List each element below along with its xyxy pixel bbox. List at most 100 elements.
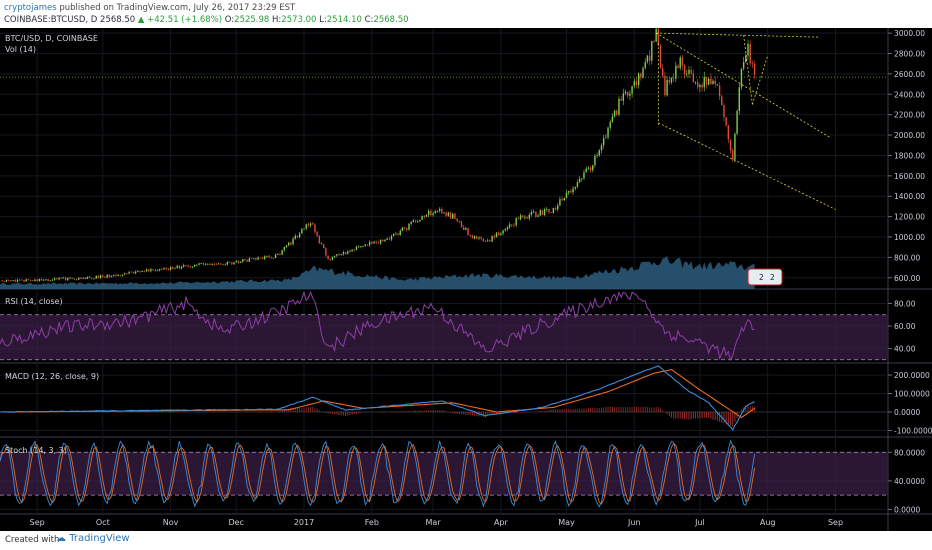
candle-body — [664, 75, 666, 96]
candle — [329, 258, 331, 261]
candle — [467, 227, 469, 236]
stoch-tick-label: 80.0000 — [894, 448, 925, 457]
candle-body — [84, 277, 87, 280]
candle — [666, 76, 668, 97]
candle-body — [56, 278, 58, 280]
candle — [681, 54, 684, 71]
alert-badge[interactable]: 2 2 — [747, 268, 783, 286]
open-value: 2525.98 — [234, 15, 270, 25]
candle-body — [158, 268, 161, 271]
candle-body — [727, 125, 730, 140]
candle-body — [277, 253, 279, 255]
candle-body — [176, 265, 178, 268]
tradingview-logo[interactable]: ☁ TradingView — [56, 533, 130, 544]
candle — [637, 72, 640, 89]
candle — [220, 263, 222, 266]
candle — [259, 257, 261, 259]
candle-body — [581, 178, 583, 180]
candle — [454, 212, 456, 220]
candle — [417, 220, 419, 223]
candle-body — [725, 117, 727, 126]
candle-body — [425, 215, 428, 217]
candle-body — [401, 227, 404, 231]
created-with-label: Created with — [5, 535, 60, 545]
candle-body — [336, 254, 338, 256]
time-tick-label: Sep — [828, 518, 843, 527]
candle-body — [196, 264, 198, 266]
candle — [75, 278, 78, 281]
candle — [672, 72, 675, 83]
candle — [699, 83, 701, 93]
candle — [357, 245, 360, 248]
candle-body — [143, 270, 146, 272]
tradingview-brand: TradingView — [69, 533, 130, 544]
candle-body — [397, 233, 399, 236]
candle — [436, 210, 439, 213]
candle-body — [154, 269, 156, 271]
candle — [384, 239, 386, 242]
price-tick-label: 600.00 — [894, 274, 920, 283]
candle — [747, 39, 749, 60]
candle-body — [467, 228, 469, 236]
candle-body — [226, 261, 229, 265]
candle — [301, 228, 303, 234]
candle-body — [567, 190, 570, 193]
candle-body — [491, 236, 493, 242]
rsi-pane-title: RSI (14, close) — [5, 297, 63, 306]
candle-body — [427, 210, 430, 216]
candle-body — [244, 259, 246, 261]
candle — [592, 164, 594, 173]
candle — [635, 77, 638, 89]
candle — [377, 241, 380, 244]
candle-body — [148, 269, 150, 272]
candle — [701, 82, 703, 92]
candle — [460, 220, 463, 228]
candle — [449, 211, 452, 219]
candle — [10, 279, 12, 282]
candle — [69, 276, 71, 279]
candle-body — [347, 251, 349, 254]
candle-body — [207, 264, 209, 265]
candle — [727, 125, 730, 143]
candle — [692, 69, 695, 83]
candle — [532, 209, 535, 214]
candle-body — [736, 110, 738, 134]
price-candles — [1, 28, 756, 283]
candle — [458, 220, 461, 224]
candle — [233, 262, 235, 265]
candle-body — [386, 238, 388, 240]
candle-body — [443, 212, 445, 214]
candle — [255, 257, 257, 261]
candle-body — [421, 215, 423, 220]
candle — [565, 190, 568, 199]
candle — [167, 267, 170, 271]
candle-body — [27, 279, 30, 281]
candle — [513, 222, 515, 228]
candle — [196, 264, 198, 267]
candle-body — [172, 267, 174, 269]
macd-line — [0, 365, 755, 431]
volume-area — [0, 255, 755, 289]
candle-body — [537, 215, 539, 217]
candle — [712, 78, 714, 85]
candle-body — [482, 238, 485, 241]
candle-body — [45, 279, 47, 281]
candle — [323, 243, 325, 249]
chart-canvas[interactable]: 600.00 800.00 1000.00 1200.00 1400.00 1600.00… — [0, 28, 932, 531]
candle — [18, 279, 21, 281]
candle-body — [16, 279, 19, 282]
candle-body — [211, 263, 213, 265]
candle-body — [683, 65, 686, 75]
candle-body — [502, 230, 504, 234]
candle-body — [382, 239, 384, 242]
candle-body — [126, 273, 128, 275]
candle — [158, 268, 161, 272]
candle — [290, 241, 292, 247]
candle — [126, 272, 128, 275]
candle — [659, 44, 662, 70]
candle-body — [213, 263, 216, 265]
candle — [113, 274, 115, 277]
candle-body — [747, 43, 749, 56]
candle — [570, 188, 572, 194]
author-link[interactable]: cryptojames — [4, 3, 57, 13]
